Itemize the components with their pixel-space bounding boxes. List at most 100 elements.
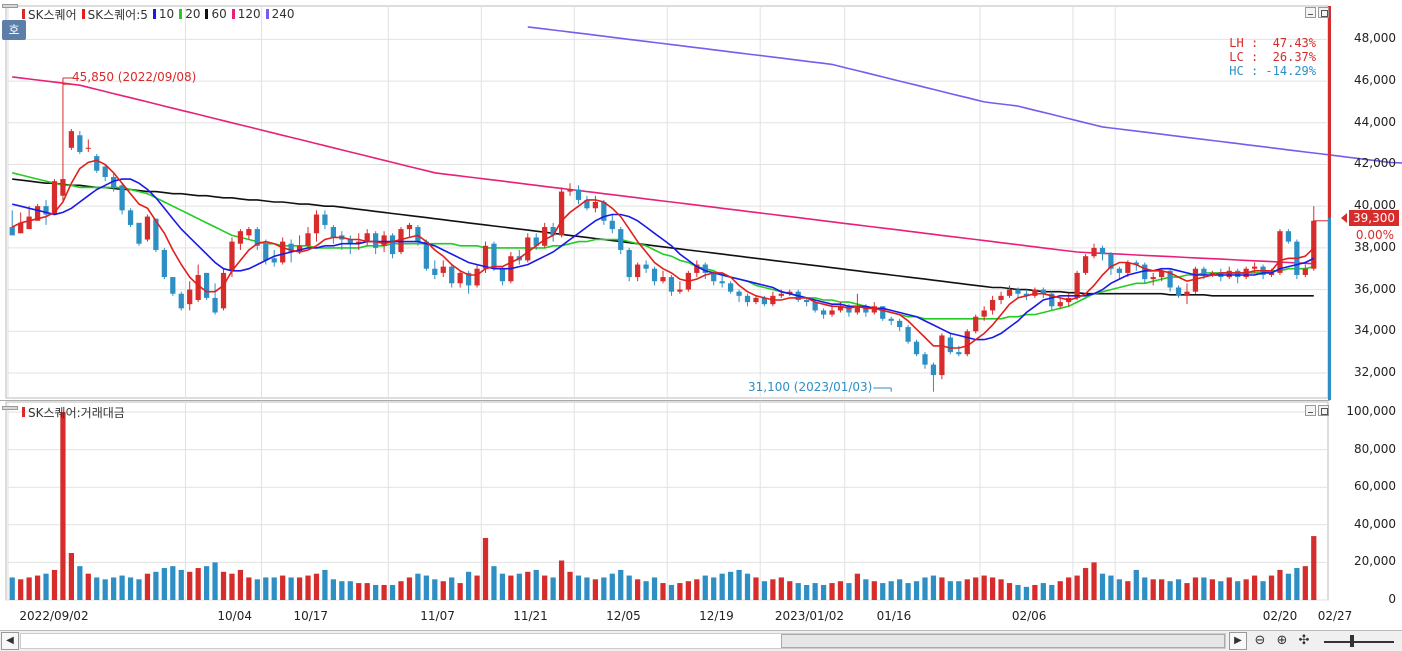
candle-body xyxy=(1057,302,1063,307)
candle-body xyxy=(296,245,303,253)
volume-bar xyxy=(575,575,582,600)
x-tick-label: 12/05 xyxy=(606,609,641,623)
candle-body xyxy=(694,264,700,273)
scroll-right-button[interactable]: ▶ xyxy=(1229,632,1247,650)
candle-body xyxy=(939,335,945,376)
volume-bar xyxy=(1192,577,1199,600)
volume-bar xyxy=(85,573,91,600)
stat-lc: LC : 26.37% xyxy=(1229,50,1316,64)
ma240-line xyxy=(527,26,1402,164)
scroll-left-button[interactable]: ◀ xyxy=(1,632,19,650)
volume-legend: SK스퀘어:거래대금 xyxy=(22,404,130,420)
candle-body xyxy=(1226,270,1232,278)
candle-body xyxy=(94,156,100,171)
candle-body xyxy=(626,249,632,278)
candle-body xyxy=(1015,289,1021,294)
volume-bar xyxy=(973,577,979,600)
volume-bar xyxy=(449,577,455,600)
candle-body xyxy=(550,227,556,236)
legend-item-ma120: 120 xyxy=(231,7,261,21)
volume-bar xyxy=(499,573,506,600)
zoom-slider-knob[interactable] xyxy=(1350,635,1354,647)
chart-scrollbar[interactable]: ◀ ▶ ⊖ ⊕ ✣ xyxy=(0,630,1402,651)
volume-bar xyxy=(229,573,235,600)
volume-bar xyxy=(719,573,725,600)
zoom-out-icon[interactable]: ⊖ xyxy=(1254,633,1266,648)
price-chart-canvas[interactable] xyxy=(0,0,1402,400)
volume-bar xyxy=(1006,583,1013,600)
x-tick-label: 02/06 xyxy=(1011,609,1047,623)
candle-body xyxy=(1150,277,1156,280)
panel-menu-icon[interactable] xyxy=(2,4,18,18)
volume-bar xyxy=(626,575,632,600)
axis-down-bar xyxy=(1328,218,1331,400)
volume-bar xyxy=(220,571,227,600)
volume-panel-maximize-button[interactable] xyxy=(1318,405,1329,416)
scroll-thumb[interactable] xyxy=(781,634,1225,648)
x-tick-label: 11/07 xyxy=(420,609,455,623)
candle-body xyxy=(558,191,565,236)
candle-body xyxy=(237,231,244,244)
volume-bar xyxy=(1125,581,1131,600)
candle-body xyxy=(432,268,438,275)
volume-bar xyxy=(854,573,861,600)
volume-bar xyxy=(339,581,345,600)
quote-badge[interactable]: 호 xyxy=(2,20,26,40)
volume-bar xyxy=(406,577,413,600)
volume-chart-canvas[interactable] xyxy=(0,400,1402,605)
candle-body xyxy=(18,222,24,234)
panel-minimize-button[interactable] xyxy=(1305,7,1316,18)
volume-bar xyxy=(542,575,548,600)
candle-body xyxy=(195,274,201,300)
high-price-annotation: 45,850 (2022/09/08) xyxy=(72,70,197,84)
candle-body xyxy=(727,283,734,292)
candle-body xyxy=(635,264,641,278)
zoom-slider-track[interactable] xyxy=(1324,641,1394,643)
volume-panel-minimize-button[interactable] xyxy=(1305,405,1316,416)
candle-body xyxy=(178,293,184,309)
zoom-in-icon[interactable]: ⊕ xyxy=(1276,633,1288,648)
panel-maximize-button[interactable] xyxy=(1318,7,1329,18)
fit-all-icon[interactable]: ✣ xyxy=(1298,633,1310,648)
volume-bar xyxy=(68,553,75,600)
scroll-track[interactable] xyxy=(20,633,1226,649)
candle-body xyxy=(1116,268,1123,273)
candle-body xyxy=(1209,272,1215,275)
stat-lh: LH : 47.43% xyxy=(1229,36,1316,50)
candle-body xyxy=(575,189,582,200)
candle-body xyxy=(246,229,252,236)
candle-body xyxy=(871,306,877,313)
candle-body xyxy=(1277,231,1283,273)
legend-item-price: SK스퀘어 xyxy=(22,6,77,23)
legend-swatch xyxy=(152,9,156,19)
volume-bar xyxy=(1023,586,1030,600)
volume-bar xyxy=(178,569,184,600)
price-chart-panel[interactable]: 호 SK스퀘어 SK스퀘어:5 10 20 60 xyxy=(0,0,1402,400)
candle-body xyxy=(373,233,379,248)
current-change-label: 0.00% xyxy=(1355,228,1394,242)
candle-body xyxy=(863,306,869,313)
volume-bar xyxy=(770,579,776,600)
volume-bar xyxy=(905,583,911,600)
candle-body xyxy=(9,227,15,236)
candle-body xyxy=(161,249,167,278)
x-tick-label: 2023/01/02 xyxy=(774,609,844,623)
volume-chart-panel[interactable]: SK스퀘어:거래대금 100,000 80,000 60,000 40,000 20,0… xyxy=(0,400,1402,630)
candle-body xyxy=(356,241,362,244)
volume-bar xyxy=(736,569,742,600)
candle-body xyxy=(744,295,751,303)
candle-body xyxy=(567,189,573,192)
candle-body xyxy=(457,272,463,284)
volume-bar xyxy=(550,577,556,600)
volume-bar xyxy=(1294,568,1300,600)
volume-bar xyxy=(322,569,328,600)
volume-bar xyxy=(753,577,759,600)
volume-panel-menu-icon[interactable] xyxy=(2,406,18,420)
candle-body xyxy=(144,216,151,240)
volume-bar xyxy=(153,571,159,600)
candle-body xyxy=(677,289,683,292)
candle-body xyxy=(829,310,835,315)
candle-body xyxy=(1159,270,1165,278)
x-tick-label: 10/04 xyxy=(217,609,252,623)
pane-divider[interactable] xyxy=(0,400,1330,401)
